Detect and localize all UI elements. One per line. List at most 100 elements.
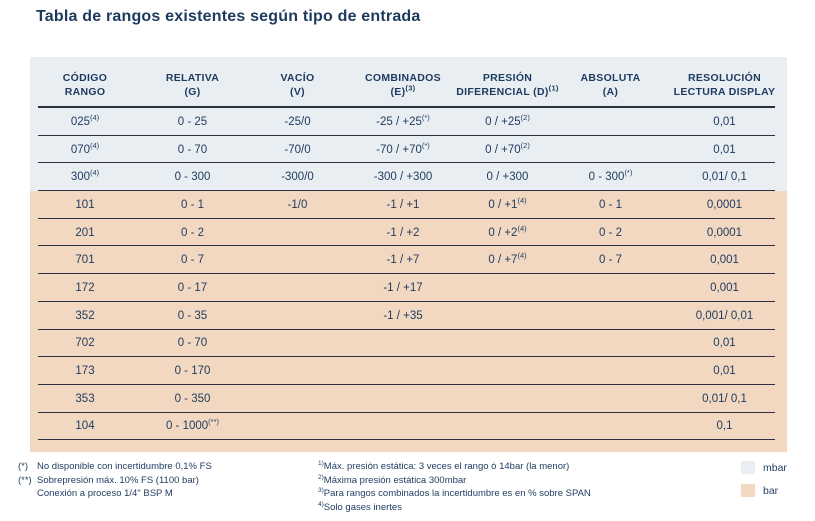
table-cell: 0 - 1 xyxy=(180,198,204,211)
legend-label: mbar xyxy=(763,461,787,474)
table-cell: 0,001 xyxy=(710,281,739,294)
table-cell: 0 - 1000(**) xyxy=(165,417,220,433)
footnote-reference: (4) xyxy=(517,196,527,206)
legend-item: bar xyxy=(741,484,787,497)
column-header: VACÍO (V) xyxy=(245,67,350,99)
column-header-line2: RANGO xyxy=(64,85,106,98)
table-cell: 0 - 300(*) xyxy=(588,168,633,184)
column-header: PRESIÓN DIFERENCIAL (D)(1) xyxy=(456,67,559,99)
table-cell: 702 xyxy=(75,337,95,350)
column-header-line1: COMBINADOS xyxy=(365,71,441,84)
table-cell: -1 / +17 xyxy=(383,281,423,294)
table-cell: 0,001 xyxy=(710,254,739,267)
table-cell: 0 - 350 xyxy=(174,392,211,405)
table-cell: 701 xyxy=(75,254,95,267)
legend-item: mbar xyxy=(741,461,787,474)
column-header-line2: (E)(3) xyxy=(390,83,416,98)
column-header: COMBINADOS (E)(3) xyxy=(350,67,456,99)
table-row: 300(4) 0 - 300 -300/0 -300 / +300 0 / +300 0 … xyxy=(30,163,787,192)
footnote-item: (*) No disponible con incertidumbre 0,1% … xyxy=(18,460,212,474)
table-cell: -1/0 xyxy=(287,198,308,211)
column-header: CÓDIGO RANGO xyxy=(30,67,140,99)
table-body: 025(4) 0 - 25 -25/0 -25 / +25(*) 0 / +25(2) 0… xyxy=(30,108,787,441)
legend-swatch xyxy=(741,461,755,474)
table-cell: 0 - 7 xyxy=(598,254,622,267)
column-header-line2: (A) xyxy=(602,85,619,98)
table-cell: -70/0 xyxy=(284,143,311,156)
table-cell: 0 - 300 xyxy=(174,171,211,184)
table-row: 104 0 - 1000(**) 0,1 xyxy=(30,412,787,441)
table-cell: 0 / +70(2) xyxy=(485,140,530,156)
legend: mbar bar xyxy=(741,461,787,507)
table-cell: -1 / +35 xyxy=(383,309,423,322)
footnote-marker xyxy=(18,487,37,501)
table-cell: 0,01/ 0,1 xyxy=(702,171,747,184)
column-header-line1: RESOLUCIÓN xyxy=(687,71,761,84)
table-cell: 0,0001 xyxy=(706,198,743,211)
table-cell: 0 / +7(4) xyxy=(488,251,527,267)
table-cell: 0 / +2(4) xyxy=(488,223,527,239)
table-cell: 0 - 7 xyxy=(180,254,204,267)
column-header-line1: RELATIVA xyxy=(165,71,220,84)
footnote-reference: (4) xyxy=(517,223,527,233)
footnote-reference: (**) xyxy=(208,417,220,427)
table-cell: 0 - 25 xyxy=(177,115,208,128)
table-cell: 0 / +1(4) xyxy=(488,196,527,211)
footnote-marker: 2) xyxy=(318,473,324,481)
column-header-line1: ABSOLUTA xyxy=(580,71,641,84)
table-row: 172 0 - 17 -1 / +17 0,001 xyxy=(30,274,787,302)
footnote-text: No disponible con incertidumbre 0,1% FS xyxy=(37,461,212,472)
footnote-text: Sobrepresión máx. 10% FS (1100 bar) xyxy=(37,474,199,486)
table-row: 025(4) 0 - 25 -25/0 -25 / +25(*) 0 / +25(2) 0… xyxy=(30,108,787,136)
table-row: 353 0 - 350 0,01/ 0,1 xyxy=(30,384,787,413)
footnote-text: Máx. presión estática: 3 veces el rango … xyxy=(323,461,570,472)
column-header-line2: LECTURA DISPLAY xyxy=(673,85,776,98)
table-cell: 0 - 35 xyxy=(177,309,208,322)
column-header: ABSOLUTA (A) xyxy=(559,67,662,99)
table-cell: 104 xyxy=(75,420,95,433)
column-header: RELATIVA (G) xyxy=(140,67,245,99)
column-header: RESOLUCIÓN LECTURA DISPLAY xyxy=(662,67,787,99)
table-cell: 352 xyxy=(75,309,95,322)
footnote-reference: (4) xyxy=(90,113,100,123)
table-header-row: CÓDIGO RANGO RELATIVA (G) VACÍO (V) COMBINADOS… xyxy=(30,57,787,108)
table-cell: 0,01 xyxy=(713,365,736,378)
table-cell: 173 xyxy=(75,365,95,378)
footnote-item: 1)Máx. presión estática: 3 veces el rang… xyxy=(318,460,591,474)
table-cell: -25/0 xyxy=(284,115,311,128)
footnotes-left: (*) No disponible con incertidumbre 0,1% … xyxy=(18,460,212,501)
footnote-reference: (*) xyxy=(421,140,430,150)
table-cell: 0,1 xyxy=(716,420,733,433)
column-header-line1: VACÍO xyxy=(280,71,315,84)
footnote-text: Conexión a proceso 1/4" BSP M xyxy=(37,488,173,499)
table-cell: 353 xyxy=(75,392,95,405)
footnote-marker: (*) xyxy=(18,461,29,472)
table-row: 101 0 - 1 -1/0 -1 / +1 0 / +1(4) 0 - 1 0,0001 xyxy=(30,191,787,219)
footnote-reference: (*) xyxy=(624,168,633,178)
footnote-reference: (4) xyxy=(90,168,100,178)
table-cell: 0 / +300 xyxy=(486,171,529,184)
table-cell: 0,01 xyxy=(713,115,736,128)
footnote-reference: (1) xyxy=(548,83,559,92)
table-row: 352 0 - 35 -1 / +35 0,001/ 0,01 xyxy=(30,301,787,330)
page-title: Tabla de rangos existentes según tipo de… xyxy=(36,8,421,25)
ranges-table: CÓDIGO RANGO RELATIVA (G) VACÍO (V) COMBINADOS… xyxy=(30,57,787,453)
legend-swatch xyxy=(741,484,755,497)
footnote-marker: 3) xyxy=(318,486,324,494)
table-cell: 0,001/ 0,01 xyxy=(695,309,754,322)
table-cell: 070(4) xyxy=(70,140,100,156)
table-cell: -1 / +2 xyxy=(386,226,420,239)
table-cell: 172 xyxy=(75,281,95,294)
column-header-line2: (G) xyxy=(184,85,201,98)
table-row: 702 0 - 70 0,01 xyxy=(30,329,787,358)
table-cell: 0 - 2 xyxy=(598,226,622,239)
table-cell: 025(4) xyxy=(70,113,100,128)
table-cell: 0 / +25(2) xyxy=(485,113,530,128)
table-row: 201 0 - 2 -1 / +2 0 / +2(4) 0 - 2 0,0001 xyxy=(30,218,787,247)
table-cell: -70 / +70(*) xyxy=(376,140,430,156)
table-cell: -1 / +1 xyxy=(386,198,420,211)
footnote-marker: 4) xyxy=(318,500,324,508)
table-cell: 0 - 2 xyxy=(180,226,204,239)
footnotes-right: 1)Máx. presión estática: 3 veces el rang… xyxy=(318,460,591,514)
